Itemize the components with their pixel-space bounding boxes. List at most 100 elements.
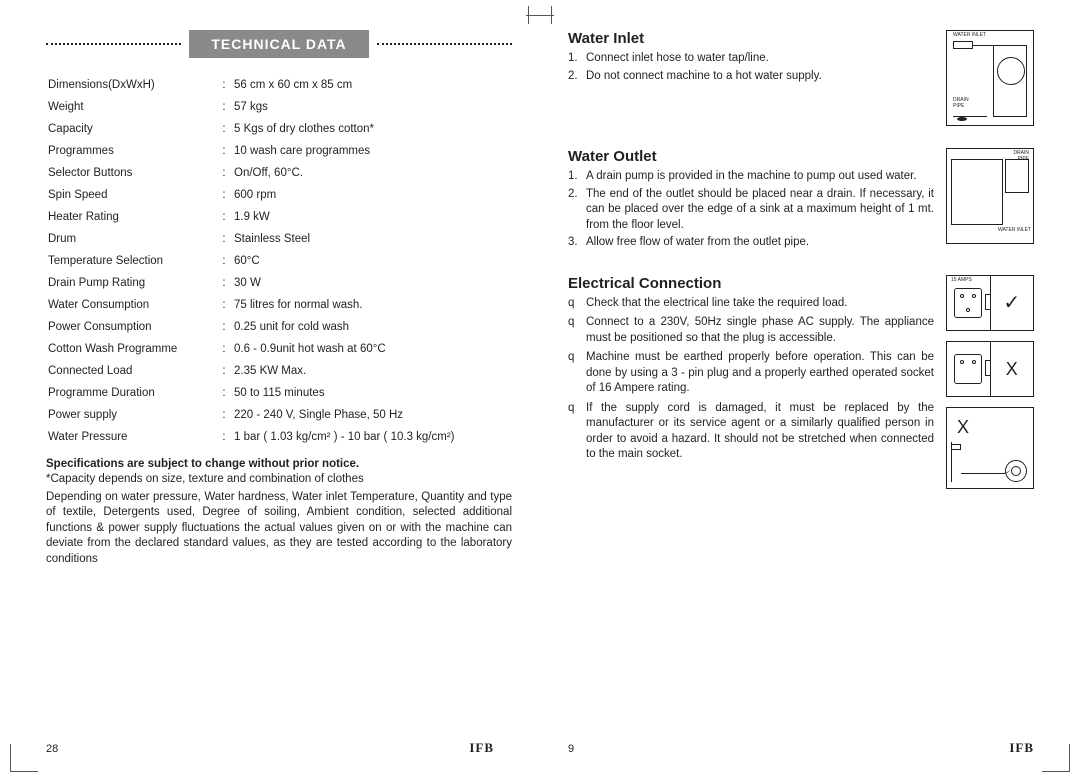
spec-label: Temperature Selection [46,250,216,272]
spec-row: Power supply:220 - 240 V, Single Phase, … [46,404,512,426]
spec-value: 2.35 KW Max. [232,360,512,382]
section-title-pill: TECHNICAL DATA [189,30,368,58]
brand-mark: IFB [1009,740,1034,756]
brand-mark: IFB [469,740,494,756]
list-text: Check that the electrical line take the … [586,296,847,312]
spec-row: Drum:Stainless Steel [46,228,512,250]
spec-label: Programme Duration [46,382,216,404]
spec-row: Power Consumption:0.25 unit for cold was… [46,316,512,338]
spec-colon: : [216,382,232,404]
spec-label: Cotton Wash Programme [46,338,216,360]
long-note: Depending on water pressure, Water hardn… [46,490,512,568]
spec-value: 5 Kgs of dry clothes cotton* [232,118,512,140]
list-text: Allow free flow of water from the outlet… [586,235,809,251]
spec-value: 50 to 115 minutes [232,382,512,404]
spec-label: Spin Speed [46,184,216,206]
spec-value: 57 kgs [232,96,512,118]
spec-label: Programmes [46,140,216,162]
star-note: *Capacity depends on size, texture and c… [46,472,512,488]
bullet-icon: q [568,315,586,346]
cross-icon: X [1006,360,1018,378]
spec-colon: : [216,74,232,96]
spec-colon: : [216,96,232,118]
spec-label: Dimensions(DxWxH) [46,74,216,96]
section-water-outlet: Water Outlet 1.A drain pump is provided … [568,148,1034,253]
spec-row: Weight:57 kgs [46,96,512,118]
water-outlet-list: 1.A drain pump is provided in the machin… [568,169,934,251]
page-footer-right: 9 IFB [540,740,1080,756]
list-item: 2.The end of the outlet should be placed… [568,187,934,234]
spec-colon: : [216,404,232,426]
spec-colon: : [216,250,232,272]
spec-value: 600 rpm [232,184,512,206]
page-footer-left: 28 IFB [0,740,540,756]
electrical-list: qCheck that the electrical line take the… [568,296,934,463]
spec-row: Cotton Wash Programme:0.6 - 0.9unit hot … [46,338,512,360]
section-water-inlet: Water Inlet 1.Connect inlet hose to wate… [568,30,1034,126]
spec-row: Temperature Selection:60°C [46,250,512,272]
list-number: 2. [568,187,586,234]
spec-label: Water Pressure [46,426,216,448]
spec-colon: : [216,162,232,184]
spec-label: Power supply [46,404,216,426]
spec-row: Selector Buttons:On/Off, 60°C. [46,162,512,184]
spec-colon: : [216,338,232,360]
dotted-rule-left [46,43,181,45]
spec-colon: : [216,426,232,448]
page-number: 9 [568,743,574,755]
spec-value: 0.6 - 0.9unit hot wash at 60°C [232,338,512,360]
spec-colon: : [216,272,232,294]
spec-value: 1 bar ( 1.03 kg/cm² ) - 10 bar ( 10.3 kg… [232,426,512,448]
spec-colon: : [216,140,232,162]
spec-colon: : [216,228,232,250]
heading-water-outlet: Water Outlet [568,148,934,165]
list-item: qMachine must be earthed properly before… [568,350,934,397]
diagram-water-inlet: WATER INLET DRAIN PIPE [946,30,1034,126]
spec-colon: : [216,118,232,140]
spec-row: Drain Pump Rating:30 W [46,272,512,294]
spec-value: 30 W [232,272,512,294]
diagram-socket-3pin: 15 AMPS ✓ [946,275,1034,331]
list-number: 1. [568,51,586,67]
spec-value: 0.25 unit for cold wash [232,316,512,338]
list-text: If the supply cord is damaged, it must b… [586,401,934,463]
page-right: Water Inlet 1.Connect inlet hose to wate… [540,0,1080,782]
list-item: qConnect to a 230V, 50Hz single phase AC… [568,315,934,346]
bullet-icon: q [568,350,586,397]
cross-icon: X [957,418,969,436]
list-text: Machine must be earthed properly before … [586,350,934,397]
title-row: TECHNICAL DATA [46,30,512,58]
spec-colon: : [216,184,232,206]
list-item: qCheck that the electrical line take the… [568,296,934,312]
spec-label: Weight [46,96,216,118]
spec-label: Power Consumption [46,316,216,338]
water-inlet-list: 1.Connect inlet hose to water tap/line.2… [568,51,934,84]
list-number: 3. [568,235,586,251]
spec-value: 75 litres for normal wash. [232,294,512,316]
list-text: A drain pump is provided in the machine … [586,169,917,185]
section-electrical: Electrical Connection qCheck that the el… [568,275,1034,489]
spec-label: Drain Pump Rating [46,272,216,294]
spec-label: Water Consumption [46,294,216,316]
list-text: Connect inlet hose to water tap/line. [586,51,769,67]
spec-row: Water Pressure:1 bar ( 1.03 kg/cm² ) - 1… [46,426,512,448]
diagram-label: WATER INLET [998,228,1031,233]
dotted-rule-right [377,43,512,45]
spec-value: 10 wash care programmes [232,140,512,162]
spec-label: Connected Load [46,360,216,382]
list-item: 3.Allow free flow of water from the outl… [568,235,934,251]
diagram-socket-2pin: X [946,341,1034,397]
heading-electrical: Electrical Connection [568,275,934,292]
diagram-extension-cord: X [946,407,1034,489]
list-number: 1. [568,169,586,185]
spec-table: Dimensions(DxWxH):56 cm x 60 cm x 85 cmW… [46,74,512,448]
list-item: 1.Connect inlet hose to water tap/line. [568,51,934,67]
spec-row: Programme Duration:50 to 115 minutes [46,382,512,404]
spec-label: Heater Rating [46,206,216,228]
spec-value: 220 - 240 V, Single Phase, 50 Hz [232,404,512,426]
spec-row: Capacity:5 Kgs of dry clothes cotton* [46,118,512,140]
heading-water-inlet: Water Inlet [568,30,934,47]
spec-label: Selector Buttons [46,162,216,184]
spec-label: Capacity [46,118,216,140]
diagram-water-outlet: DRAIN PIPE WATER INLET [946,148,1034,244]
